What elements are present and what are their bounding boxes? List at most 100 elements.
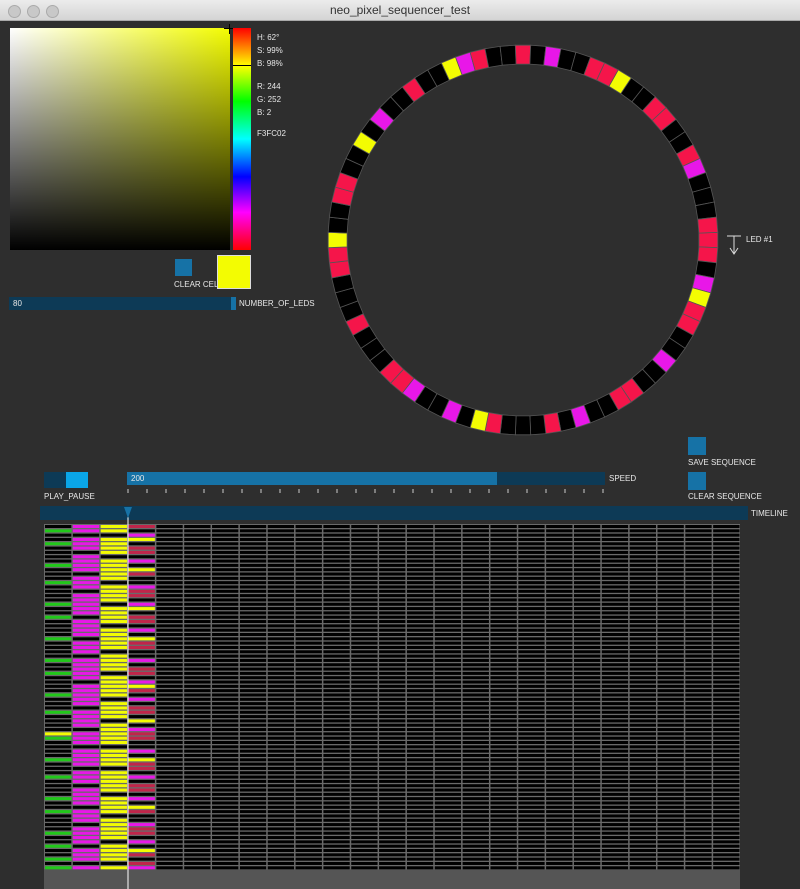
sequence-cell [156, 706, 183, 710]
sequence-cell [323, 689, 350, 693]
sequence-cell [490, 723, 517, 727]
sequence-cell [713, 533, 740, 537]
sequence-cell [713, 840, 740, 844]
sequence-cell [156, 581, 183, 585]
sequence-cell [323, 702, 350, 706]
green-text: G: 252 [257, 95, 282, 104]
sequence-cell [45, 620, 72, 624]
sequence-cell [518, 736, 545, 740]
zoom-button[interactable] [46, 5, 59, 18]
sequence-cell [128, 844, 155, 848]
sequence-cell [295, 810, 322, 814]
sequence-cell [156, 779, 183, 783]
sequence-cell [601, 715, 629, 719]
sequence-cell [184, 602, 211, 606]
sequence-cell [406, 732, 434, 736]
sequence-cell [379, 710, 406, 714]
sequence-cell [323, 710, 350, 714]
sequence-cell [573, 762, 601, 766]
sequence-cell [657, 741, 684, 745]
sequence-cell [713, 684, 740, 688]
sequence-cell [490, 814, 517, 818]
sequence-cell [462, 533, 489, 537]
sequence-cell [267, 702, 295, 706]
sequence-cell [518, 641, 545, 645]
number-of-leds-slider[interactable]: 80 [9, 297, 236, 310]
close-button[interactable] [8, 5, 21, 18]
sequence-cell [685, 788, 712, 792]
sequence-cell [490, 645, 517, 649]
sequence-cell [128, 615, 155, 619]
sequence-cell [156, 641, 183, 645]
sequence-cell [156, 849, 183, 853]
sequence-cell [239, 537, 267, 541]
hex-text: F3FC02 [257, 129, 286, 138]
clear-sequence-button[interactable] [688, 472, 706, 490]
play-pause-toggle[interactable] [44, 472, 88, 488]
sequence-cell [100, 753, 128, 757]
sequence-cell [212, 576, 239, 580]
speed-slider[interactable]: 200 [127, 472, 605, 485]
sequence-cell [713, 645, 740, 649]
sequence-cell [212, 602, 239, 606]
sequence-cell [490, 844, 517, 848]
sequence-cell [573, 861, 601, 865]
sequence-cell [156, 697, 183, 701]
sequence-cell [323, 741, 350, 745]
sequence-cell [601, 667, 629, 671]
sequence-cell [601, 581, 629, 585]
sequence-cell [713, 550, 740, 554]
sequence-cell [657, 849, 684, 853]
sequence-cell [601, 697, 629, 701]
sequence-cell [267, 766, 295, 770]
minimize-button[interactable] [27, 5, 40, 18]
clear-cell-button[interactable] [175, 259, 192, 276]
sequence-cell [212, 624, 239, 628]
sequence-cell [713, 637, 740, 641]
sequence-cell [267, 594, 295, 598]
sequence-cell [351, 779, 378, 783]
sequence-cell [657, 615, 684, 619]
sequence-cell [601, 840, 629, 844]
sequence-cell [462, 715, 489, 719]
sequence-cell [462, 702, 489, 706]
sequence-cell [100, 797, 128, 801]
sequence-cell [713, 831, 740, 835]
sequence-cell [267, 615, 295, 619]
sequence-cell [713, 576, 740, 580]
sequence-cell [212, 697, 239, 701]
sequence-cell [490, 563, 517, 567]
sequence-cell [629, 689, 656, 693]
sequence-cell [573, 537, 601, 541]
sequence-cell [295, 689, 322, 693]
sequence-cell [685, 572, 712, 576]
timeline-slider[interactable] [40, 506, 748, 520]
sequence-cell [72, 849, 100, 853]
sequence-cell [379, 818, 406, 822]
sequence-cell [156, 693, 183, 697]
sequence-cell [295, 546, 322, 550]
sequence-cell [434, 736, 462, 740]
saturation-brightness-picker[interactable] [10, 28, 230, 250]
sequence-cell [685, 542, 712, 546]
hue-bar[interactable] [233, 28, 251, 250]
sequence-cell [601, 559, 629, 563]
sequence-cell [406, 814, 434, 818]
sequence-cell [72, 525, 100, 529]
sequence-cell [434, 654, 462, 658]
sequence-cell [629, 607, 656, 611]
sequence-cell [462, 602, 489, 606]
sequence-cell [212, 615, 239, 619]
sequence-cell [490, 572, 517, 576]
sequence-cell [100, 667, 128, 671]
sequence-cell [573, 594, 601, 598]
sequence-cell [685, 581, 712, 585]
sequence-cell [156, 745, 183, 749]
save-sequence-button[interactable] [688, 437, 706, 455]
sequence-cell [434, 710, 462, 714]
sequence-cell [239, 745, 267, 749]
sequence-cell [434, 559, 462, 563]
sequence-cell [45, 693, 72, 697]
sequence-cell [100, 525, 128, 529]
sequence-cell [379, 741, 406, 745]
